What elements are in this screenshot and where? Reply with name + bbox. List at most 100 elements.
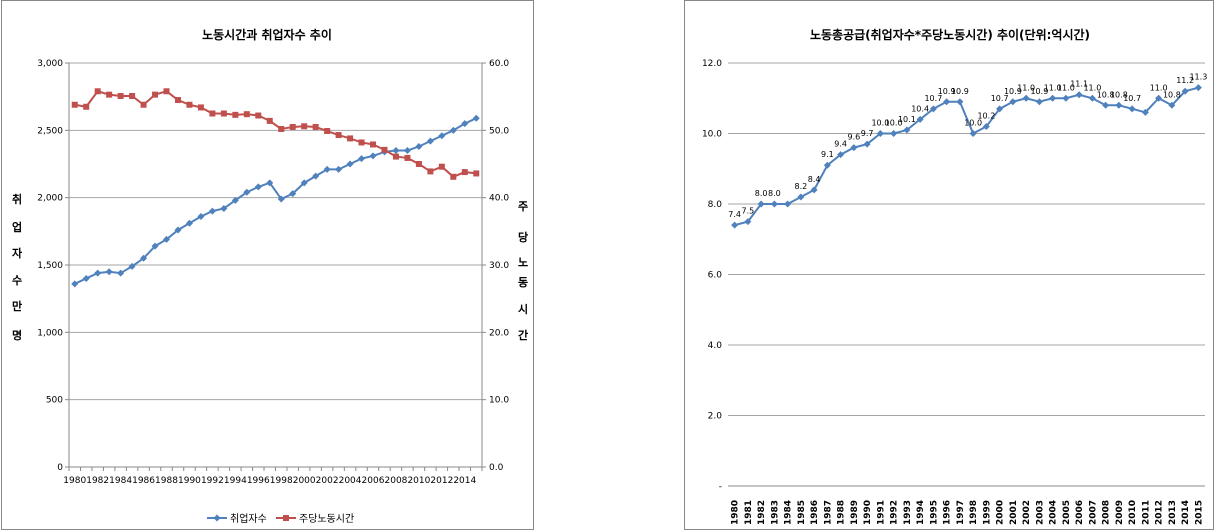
x-tick-label: 1995	[929, 500, 939, 525]
data-label: 9.6	[848, 133, 861, 142]
x-tick-label: 1994	[916, 500, 926, 525]
data-point	[969, 130, 977, 137]
data-point	[1088, 94, 1096, 102]
chart-panel-right: 노동총공급(취업자수*주당노동시간) 추이(단위:억시간) - 2.0 4.0 6.0 8…	[684, 0, 1214, 530]
data-point	[890, 130, 898, 137]
legend-label: 주당노동시간	[299, 513, 354, 525]
x-tick-label: 1998	[969, 500, 979, 525]
data-label: 10.8	[1163, 90, 1181, 99]
data-point	[369, 152, 377, 160]
data-point	[1168, 101, 1176, 109]
y-tick-label-right: 60.0	[489, 59, 509, 69]
y-tick-label-right: 0.0	[489, 463, 504, 473]
data-label: 8.0	[768, 189, 781, 198]
data-label: 10.8	[1110, 90, 1128, 99]
x-tick-label: 2001	[1009, 500, 1019, 525]
data-point	[209, 110, 216, 117]
data-point	[461, 120, 469, 128]
x-tick-label: 1986	[132, 476, 155, 486]
data-point	[335, 165, 343, 173]
data-label: 10.8	[1097, 90, 1115, 99]
data-point	[289, 190, 297, 198]
data-point	[312, 123, 319, 130]
data-point	[1194, 84, 1202, 92]
y-tick-label: 12.0	[702, 59, 722, 69]
data-point	[82, 274, 90, 282]
x-tick-label: 2006	[1075, 500, 1085, 525]
data-point	[461, 169, 468, 176]
y-tick-label: 6.0	[708, 271, 723, 281]
chart-title: 노동총공급(취업자수*주당노동시간) 추이(단위:억시간)	[810, 27, 1090, 42]
data-point	[243, 188, 251, 196]
data-label: 8.0	[755, 189, 768, 198]
data-point	[277, 195, 285, 203]
data-point	[415, 161, 422, 167]
chart-right-svg: 노동총공급(취업자수*주당노동시간) 추이(단위:억시간) - 2.0 4.0 6.0 8…	[702, 27, 1207, 525]
x-tick-label: 2000	[996, 500, 1006, 525]
x-tick-label: 2008	[1102, 500, 1112, 525]
data-point	[83, 103, 90, 110]
data-point	[71, 280, 79, 288]
data-point	[71, 101, 78, 108]
data-point	[255, 112, 262, 119]
x-tick-label: 2004	[1049, 500, 1059, 525]
data-point	[1102, 101, 1110, 109]
data-point	[94, 88, 101, 95]
data-point	[243, 111, 250, 118]
data-point	[174, 97, 181, 104]
data-label: 11.0	[1057, 83, 1075, 92]
y-tick-label-left: 2,000	[37, 194, 63, 204]
x-tick-label: 2008	[385, 476, 408, 486]
data-label: 9.1	[821, 150, 834, 159]
data-point	[916, 115, 924, 123]
data-label: 10.7	[991, 94, 1009, 103]
data-point	[289, 123, 296, 130]
data-point	[1115, 101, 1123, 109]
y-axis-title-left-char: 업	[12, 221, 22, 234]
data-point	[117, 269, 125, 277]
data-label: 10.1	[898, 115, 916, 124]
data-point	[117, 92, 124, 99]
data-point	[1049, 94, 1057, 102]
data-label: 10.9	[1030, 87, 1048, 96]
data-point	[1035, 98, 1043, 106]
data-point	[346, 160, 354, 168]
y-axis-title-left-char: 수	[12, 274, 22, 287]
data-point	[1128, 105, 1136, 113]
legend-marker	[283, 515, 289, 521]
data-point	[197, 104, 204, 111]
y-tick-label-right: 40.0	[489, 194, 509, 204]
data-point	[152, 91, 159, 98]
data-label: 10.7	[1123, 94, 1141, 103]
data-point	[929, 105, 937, 113]
data-label: 7.4	[728, 210, 741, 219]
y-tick-label-left: 1,500	[37, 261, 63, 271]
data-point	[301, 123, 308, 130]
x-tick-label: 2010	[1128, 500, 1138, 525]
chart-left-svg: 노동시간과 취업자수 추이 0 500 1,000 1,500 2,000 2,500 3,0…	[12, 27, 528, 525]
data-point	[163, 88, 170, 95]
data-label: 11.0	[1083, 83, 1101, 92]
data-point	[186, 101, 193, 108]
y-axis-title-left-char: 만	[12, 299, 22, 313]
data-point	[450, 173, 457, 180]
x-tick-label: 1992	[201, 476, 224, 486]
x-tick-label: 1999	[982, 500, 992, 525]
data-point	[797, 193, 805, 201]
data-point	[392, 153, 399, 160]
data-label: 11.0	[1044, 83, 1062, 92]
data-label: 10.9	[951, 87, 969, 96]
x-tick-label: 1988	[155, 476, 178, 486]
x-tick-label: 1990	[178, 476, 201, 486]
data-point	[129, 92, 136, 99]
x-tick-label: 2009	[1115, 500, 1125, 525]
data-point	[415, 142, 423, 150]
data-point	[744, 218, 752, 226]
data-label: 9.7	[861, 129, 874, 138]
x-tick-label: 1997	[956, 500, 966, 525]
x-tick-label: 2013	[1168, 500, 1178, 525]
data-point	[438, 163, 445, 170]
x-tick-label: 2002	[1022, 500, 1032, 525]
data-point	[220, 204, 228, 212]
data-point	[94, 269, 102, 277]
